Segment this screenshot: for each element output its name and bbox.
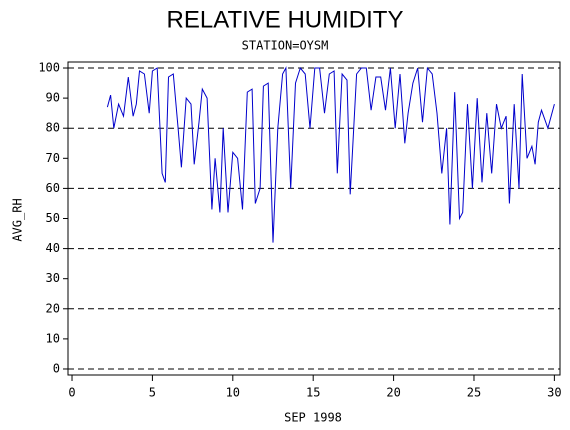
y-tick-label: 60 <box>46 181 60 195</box>
x-tick-label: 5 <box>149 386 156 400</box>
y-tick-label: 100 <box>38 61 60 75</box>
x-tick-label: 30 <box>547 386 561 400</box>
x-tick-label: 0 <box>68 386 75 400</box>
chart-subtitle: STATION=OYSM <box>242 39 329 53</box>
y-tick-label: 80 <box>46 121 60 135</box>
y-tick-label: 90 <box>46 91 60 105</box>
y-tick-label: 30 <box>46 271 60 285</box>
plot-frame <box>67 61 561 376</box>
y-axis-label: AVG_RH <box>11 198 25 241</box>
x-tick-label: 20 <box>386 386 400 400</box>
y-tick-label: 10 <box>46 331 60 345</box>
chart-title: RELATIVE HUMIDITY <box>167 6 404 33</box>
x-axis-label: SEP 1998 <box>284 411 342 425</box>
x-tick-label: 15 <box>306 386 320 400</box>
x-tick-label: 25 <box>467 386 481 400</box>
y-tick-label: 70 <box>46 151 60 165</box>
y-tick-label: 0 <box>53 361 60 375</box>
x-tick-label: 10 <box>226 386 240 400</box>
data-line <box>106 66 555 243</box>
y-tick-label: 40 <box>46 241 60 255</box>
y-tick-label: 50 <box>46 211 60 225</box>
y-tick-label: 20 <box>46 301 60 315</box>
